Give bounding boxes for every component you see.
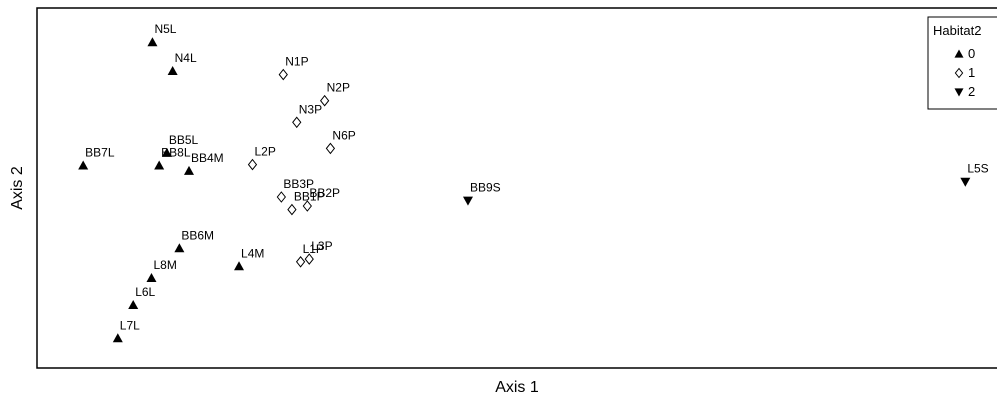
- data-point: L3P: [304, 239, 333, 265]
- point-marker: [276, 191, 286, 203]
- point-label: BB3P: [283, 177, 314, 191]
- point-label: N6P: [332, 128, 355, 142]
- legend-entry: 0: [954, 46, 975, 61]
- point-marker: [183, 165, 194, 175]
- legend-box: [927, 16, 997, 110]
- data-point: BB5L: [161, 133, 199, 157]
- point-marker: [161, 147, 172, 157]
- point-marker: [278, 68, 288, 81]
- legend: Habitat2 0 1 2: [927, 16, 997, 110]
- point-marker: [960, 177, 971, 187]
- legend-entries: 0 1 2: [954, 46, 975, 99]
- data-point: L7L: [112, 318, 140, 343]
- point-marker: [287, 203, 297, 216]
- data-point: N3P: [292, 102, 322, 129]
- point-marker: [174, 243, 185, 253]
- data-point: N4L: [167, 51, 197, 75]
- legend-entry: 2: [954, 84, 975, 99]
- legend-label: 0: [968, 46, 975, 61]
- point-marker: [78, 160, 89, 170]
- data-point: N5L: [147, 22, 177, 47]
- x-axis-title: Axis 1: [495, 379, 539, 396]
- legend-marker: [954, 88, 964, 97]
- data-point: L1P: [295, 242, 324, 268]
- point-label: N2P: [327, 81, 350, 95]
- point-label: BB8L: [161, 146, 191, 160]
- data-point: BB1P: [287, 190, 325, 216]
- point-label: L3P: [311, 239, 332, 253]
- point-label: L7L: [120, 318, 140, 332]
- point-marker: [146, 273, 157, 282]
- data-point: BB2P: [302, 186, 340, 212]
- point-label: N5L: [154, 22, 176, 36]
- point-label: L2P: [254, 145, 275, 159]
- point-marker: [167, 66, 178, 75]
- point-label: BB5L: [169, 133, 199, 147]
- point-label: L6L: [135, 285, 155, 299]
- legend-marker: [954, 67, 964, 79]
- point-marker: [319, 94, 330, 107]
- point-label: BB9S: [470, 181, 501, 195]
- data-point: BB3P: [276, 177, 314, 203]
- point-label: BB1P: [294, 190, 325, 204]
- point-label: N1P: [285, 55, 308, 69]
- data-point: BB6M: [174, 228, 214, 253]
- y-axis-title: Axis 2: [9, 166, 26, 210]
- point-marker: [302, 200, 312, 212]
- point-marker: [304, 253, 314, 265]
- data-point: L8M: [146, 258, 177, 282]
- legend-label: 1: [968, 65, 975, 80]
- point-label: N4L: [175, 51, 197, 65]
- point-marker: [128, 300, 139, 309]
- point-marker: [154, 160, 165, 170]
- data-point: BB9S: [462, 181, 501, 206]
- point-label: BB6M: [181, 228, 214, 242]
- point-marker: [325, 142, 336, 155]
- data-point: N1P: [278, 55, 309, 81]
- data-point: L4M: [234, 246, 264, 271]
- point-label: N3P: [299, 102, 322, 116]
- legend-title: Habitat2: [933, 23, 981, 38]
- data-point: N6P: [325, 128, 356, 155]
- point-label: L1P: [303, 242, 324, 256]
- legend-label: 2: [968, 84, 975, 99]
- point-marker: [292, 116, 302, 129]
- point-marker: [247, 158, 258, 171]
- point-marker: [234, 261, 245, 271]
- data-point: L2P: [247, 145, 276, 171]
- point-marker: [462, 196, 473, 206]
- point-marker: [112, 333, 123, 343]
- legend-marker: [954, 49, 964, 58]
- point-label: BB7L: [85, 146, 115, 160]
- data-point: BB7L: [78, 146, 115, 170]
- plot-frame: [36, 7, 997, 369]
- point-label: BB2P: [309, 186, 340, 200]
- point-label: L4M: [241, 246, 264, 260]
- legend-entry: 1: [954, 65, 975, 80]
- data-point: BB4M: [183, 151, 224, 175]
- point-marker: [295, 255, 306, 268]
- data-point: L6L: [128, 285, 156, 309]
- point-label: BB4M: [191, 151, 224, 165]
- data-point: L5S: [960, 162, 989, 187]
- point-marker: [147, 37, 158, 47]
- data-point: BB8L: [154, 146, 191, 170]
- point-label: L8M: [153, 258, 176, 272]
- point-label: L5S: [967, 162, 988, 176]
- data-point: N2P: [319, 81, 350, 107]
